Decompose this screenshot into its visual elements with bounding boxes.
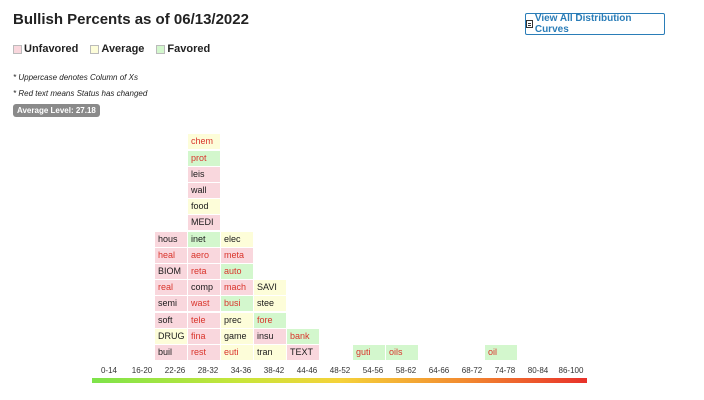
range-tick-label: 86-100 (558, 366, 584, 375)
range-tick-label: 34-36 (230, 366, 252, 375)
average-level-badge: Average Level: 27.18 (13, 104, 100, 117)
range-tick-label: 44-46 (296, 366, 318, 375)
sector-cell[interactable]: game (221, 328, 253, 344)
sector-cell[interactable]: prot (188, 150, 220, 166)
sector-cell[interactable]: SAVI (254, 280, 286, 296)
sector-cell[interactable]: aero (188, 247, 220, 263)
range-tick-label: 58-62 (395, 366, 417, 375)
favored-swatch (156, 44, 166, 54)
sector-cell[interactable]: guti (353, 345, 385, 360)
sector-cell[interactable]: tele (188, 312, 220, 328)
range-tick-label: 68-72 (461, 366, 483, 375)
view-distribution-curves-button[interactable]: View All Distribution Curves (525, 13, 665, 35)
sector-cell[interactable]: elec (221, 231, 253, 247)
range-tick-label: 64-66 (428, 366, 450, 375)
note-uppercase: * Uppercase denotes Column of Xs (13, 73, 138, 82)
sector-cell[interactable]: prec (221, 312, 253, 328)
unfavored-swatch (13, 44, 22, 54)
sector-cell[interactable]: bank (287, 328, 319, 344)
legend-item-unfavored: Unfavored (13, 43, 78, 55)
sector-cell[interactable]: busi (221, 296, 253, 312)
sector-cell[interactable]: soft (155, 312, 187, 328)
sector-cell[interactable]: semi (155, 296, 187, 312)
range-tick-label: 22-26 (164, 366, 186, 375)
sector-cell[interactable]: heal (155, 247, 187, 263)
view-distribution-curves-label: View All Distribution Curves (534, 13, 632, 35)
legend-label: Average (101, 43, 145, 55)
range-tick-label: 0-14 (100, 366, 117, 375)
sector-cell[interactable]: real (155, 280, 187, 296)
range-tick-label: 48-52 (329, 366, 351, 375)
sector-cell[interactable]: DRUG (155, 328, 187, 344)
sector-cell[interactable]: TEXT (287, 345, 319, 360)
sector-cell[interactable]: reta (188, 264, 220, 279)
sector-cell[interactable]: chem (188, 134, 220, 150)
sector-cell[interactable]: wast (188, 296, 220, 312)
sector-cell[interactable]: food (188, 199, 220, 215)
legend-item-favored: Favored (156, 43, 210, 55)
sector-cell[interactable]: hous (155, 231, 187, 247)
sector-cell[interactable]: fore (254, 312, 286, 328)
status-legend: Unfavored Average Favored (13, 43, 222, 55)
sector-cell[interactable]: euti (221, 345, 253, 360)
legend-item-average: Average (90, 43, 144, 55)
sector-cell[interactable]: insu (254, 328, 286, 344)
sector-cell[interactable]: wall (188, 183, 220, 198)
average-swatch (90, 44, 100, 54)
range-tick-label: 74-78 (494, 366, 516, 375)
sector-cell[interactable]: leis (188, 166, 220, 182)
sector-cell[interactable]: fina (188, 328, 220, 344)
range-tick-label: 54-56 (362, 366, 384, 375)
range-tick-label: 16-20 (131, 366, 153, 375)
range-tick-label: 28-32 (197, 366, 219, 375)
sector-cell[interactable]: oil (485, 345, 517, 360)
sector-cell[interactable]: stee (254, 296, 286, 312)
sector-cell[interactable]: comp (188, 280, 220, 296)
sector-cell[interactable]: buil (155, 345, 187, 360)
sector-cell[interactable]: MEDI (188, 215, 220, 231)
sector-cell[interactable]: tran (254, 345, 286, 360)
document-icon (526, 20, 533, 28)
range-tick-label: 80-84 (527, 366, 549, 375)
range-gradient-bar (92, 378, 587, 383)
legend-label: Favored (167, 43, 211, 55)
sector-cell[interactable]: meta (221, 247, 253, 263)
page-title: Bullish Percents as of 06/13/2022 (13, 11, 249, 28)
sector-cell[interactable]: oils (386, 345, 418, 360)
range-tick-label: 38-42 (263, 366, 285, 375)
sector-cell[interactable]: rest (188, 345, 220, 360)
sector-cell[interactable]: BIOM (155, 264, 187, 279)
sector-cell[interactable]: mach (221, 280, 253, 296)
sector-cell[interactable]: inet (188, 231, 220, 247)
legend-label: Unfavored (24, 43, 79, 55)
sector-cell[interactable]: auto (221, 264, 253, 279)
note-red-text: * Red text means Status has changed (13, 89, 148, 98)
